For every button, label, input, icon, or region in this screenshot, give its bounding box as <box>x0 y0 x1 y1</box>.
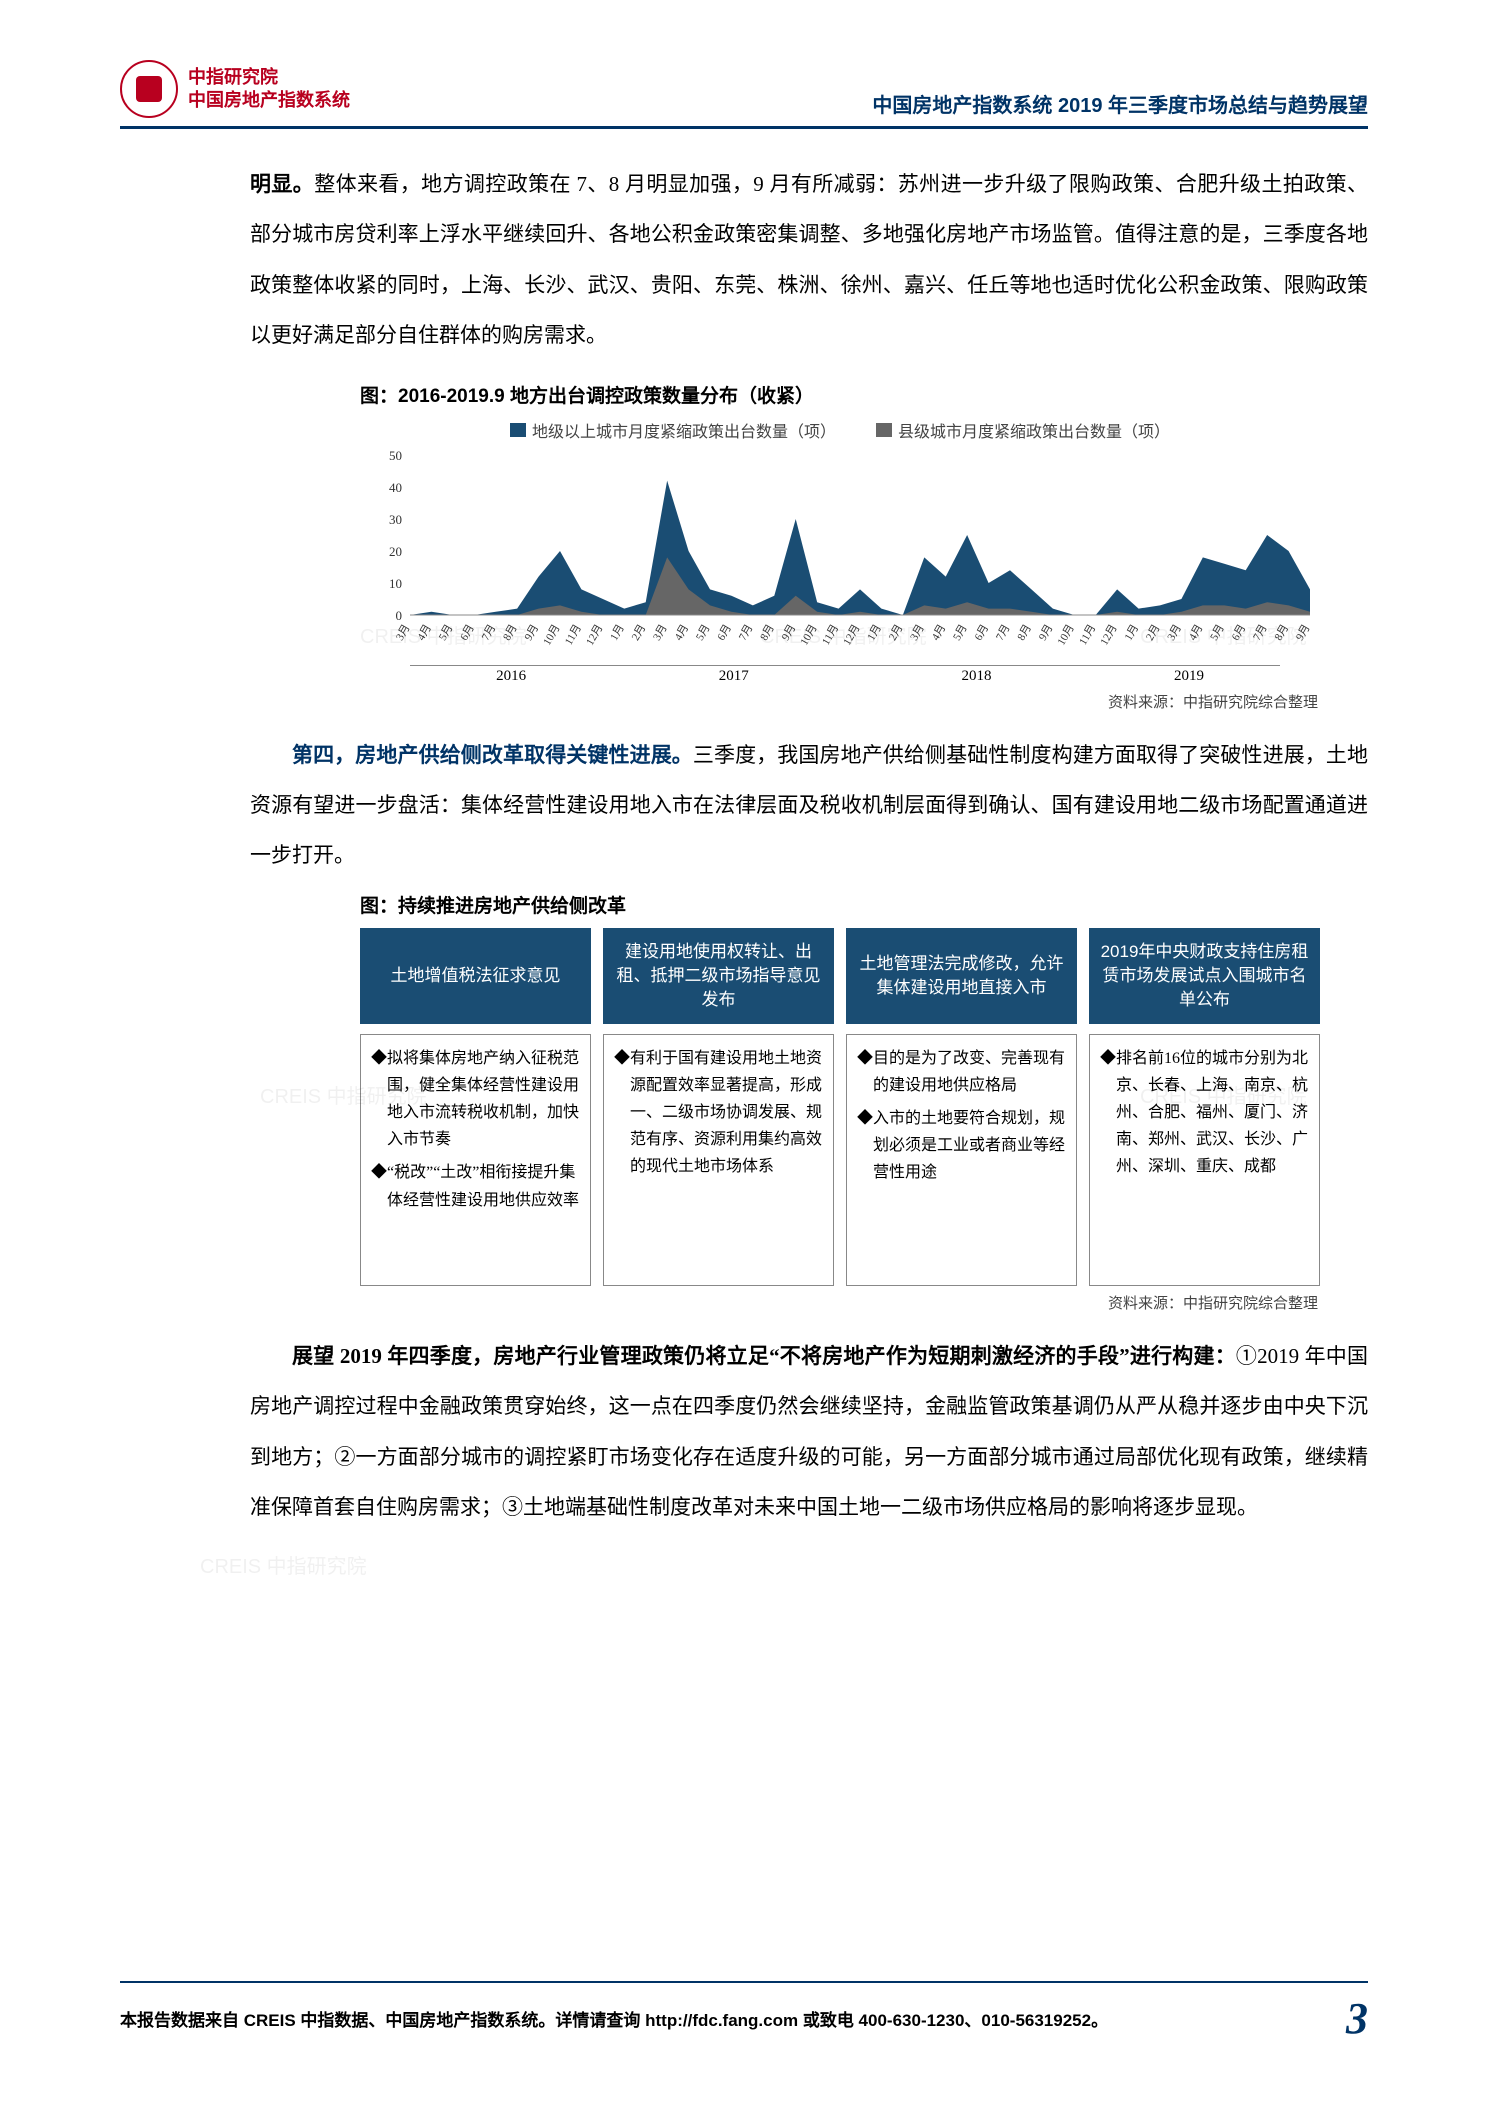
reform-box-body: ◆排名前16位的城市分别为北京、长春、上海、南京、杭州、合肥、福州、厦门、济南、… <box>1089 1034 1320 1286</box>
doc-title: 中国房地产指数系统 2019 年三季度市场总结与趋势展望 <box>872 89 1368 118</box>
svg-text:3月: 3月 <box>1165 622 1184 642</box>
svg-text:4月: 4月 <box>415 622 434 642</box>
svg-text:10月: 10月 <box>1055 622 1076 647</box>
svg-text:3月: 3月 <box>394 622 413 642</box>
svg-text:1月: 1月 <box>865 622 884 642</box>
svg-text:20: 20 <box>389 544 402 559</box>
chart1-title: 图：2016-2019.9 地方出台调控政策数量分布（收紧） <box>360 381 1368 408</box>
page-header: 中指研究院 中国房地产指数系统 中国房地产指数系统 2019 年三季度市场总结与… <box>120 60 1368 129</box>
svg-text:5月: 5月 <box>951 622 970 642</box>
chart1-year-labels: 2016201720182019 <box>410 665 1280 685</box>
watermark: CREIS 中指研究院 <box>200 1550 367 1579</box>
legend-swatch-2 <box>876 423 892 437</box>
svg-text:4月: 4月 <box>1187 622 1206 642</box>
svg-text:3月: 3月 <box>908 622 927 642</box>
svg-text:4月: 4月 <box>673 622 692 642</box>
svg-text:11月: 11月 <box>563 622 584 647</box>
svg-text:0: 0 <box>396 608 403 623</box>
svg-text:10: 10 <box>389 576 402 591</box>
svg-text:5月: 5月 <box>694 622 713 642</box>
legend-swatch-1 <box>510 423 526 437</box>
svg-text:12月: 12月 <box>1098 622 1119 647</box>
svg-text:11月: 11月 <box>1077 622 1098 647</box>
reform-box-head: 2019年中央财政支持住房租赁市场发展试点入围城市名单公布 <box>1089 928 1320 1024</box>
svg-text:8月: 8月 <box>501 622 520 642</box>
svg-text:6月: 6月 <box>715 622 734 642</box>
paragraph-1: 明显。整体来看，地方调控政策在 7、8 月明显加强，9 月有所减弱：苏州进一步升… <box>250 159 1368 361</box>
year-label: 2018 <box>855 665 1098 685</box>
svg-text:7月: 7月 <box>1251 622 1270 642</box>
table-source: 资料来源：中指研究院综合整理 <box>120 1292 1318 1313</box>
svg-text:6月: 6月 <box>458 622 477 642</box>
chart1: 地级以上城市月度紧缩政策出台数量（项） 县级城市月度紧缩政策出台数量（项） 0 1… <box>360 418 1320 685</box>
reform-box-body: ◆目的是为了改变、完善现有的建设用地供应格局◆入市的土地要符合规划，规划必须是工… <box>846 1034 1077 1286</box>
svg-text:2月: 2月 <box>630 622 649 642</box>
svg-text:5月: 5月 <box>1208 622 1227 642</box>
reform-boxes: 土地增值税法征求意见 ◆拟将集体房地产纳入征税范围，健全集体经营性建设用地入市流转… <box>360 928 1320 1286</box>
svg-text:50: 50 <box>389 450 402 463</box>
reform-box: 土地管理法完成修改，允许集体建设用地直接入市 ◆目的是为了改变、完善现有的建设用地… <box>846 928 1077 1286</box>
svg-text:9月: 9月 <box>1294 622 1313 642</box>
table-title: 图：持续推进房地产供给侧改革 <box>360 891 1368 918</box>
svg-text:8月: 8月 <box>1273 622 1292 642</box>
svg-text:7月: 7月 <box>994 622 1013 642</box>
year-label: 2016 <box>410 665 612 685</box>
svg-text:4月: 4月 <box>930 622 949 642</box>
svg-text:40: 40 <box>389 480 402 495</box>
svg-text:12月: 12月 <box>841 622 862 647</box>
chart1-source: 资料来源：中指研究院综合整理 <box>120 691 1318 712</box>
svg-text:7月: 7月 <box>737 622 756 642</box>
reform-box: 2019年中央财政支持住房租赁市场发展试点入围城市名单公布 ◆排名前16位的城市分… <box>1089 928 1320 1286</box>
reform-box-head: 建设用地使用权转让、出租、抵押二级市场指导意见发布 <box>603 928 834 1024</box>
paragraph-2: 第四，房地产供给侧改革取得关键性进展。三季度，我国房地产供给侧基础性制度构建方面… <box>250 730 1368 881</box>
chart1-legend: 地级以上城市月度紧缩政策出台数量（项） 县级城市月度紧缩政策出台数量（项） <box>360 418 1320 442</box>
svg-text:6月: 6月 <box>1230 622 1249 642</box>
year-label: 2019 <box>1098 665 1280 685</box>
svg-text:11月: 11月 <box>820 622 841 647</box>
reform-box-head: 土地增值税法征求意见 <box>360 928 591 1024</box>
svg-text:6月: 6月 <box>973 622 992 642</box>
page-footer: 本报告数据来自 CREIS 中指数据、中国房地产指数系统。详情请查询 http:… <box>120 1981 1368 2044</box>
reform-box-head: 土地管理法完成修改，允许集体建设用地直接入市 <box>846 928 1077 1024</box>
reform-box: 土地增值税法征求意见 ◆拟将集体房地产纳入征税范围，健全集体经营性建设用地入市流转… <box>360 928 591 1286</box>
reform-box-body: ◆拟将集体房地产纳入征税范围，健全集体经营性建设用地入市流转税收机制，加快入市节… <box>360 1034 591 1286</box>
svg-text:2月: 2月 <box>1144 622 1163 642</box>
svg-text:8月: 8月 <box>1015 622 1034 642</box>
reform-box-body: ◆有利于国有建设用地土地资源配置效率显著提高，形成一、二级市场协调发展、规范有序… <box>603 1034 834 1286</box>
svg-text:9月: 9月 <box>523 622 542 642</box>
year-label: 2017 <box>612 665 855 685</box>
org-name: 中指研究院 中国房地产指数系统 <box>188 66 350 113</box>
svg-text:2月: 2月 <box>887 622 906 642</box>
svg-text:1月: 1月 <box>1123 622 1142 642</box>
svg-text:10月: 10月 <box>541 622 562 647</box>
svg-text:30: 30 <box>389 512 402 527</box>
svg-text:9月: 9月 <box>1037 622 1056 642</box>
svg-text:10月: 10月 <box>798 622 819 647</box>
svg-text:9月: 9月 <box>780 622 799 642</box>
paragraph-3: 展望 2019 年四季度，房地产行业管理政策仍将立足“不将房地产作为短期刺激经济… <box>250 1331 1368 1533</box>
logo-block: 中指研究院 中国房地产指数系统 <box>120 60 350 118</box>
svg-text:3月: 3月 <box>651 622 670 642</box>
svg-text:7月: 7月 <box>480 622 499 642</box>
logo-icon <box>120 60 178 118</box>
chart1-svg: 010203040503月4月5月6月7月8月9月10月11月12月1月2月3月… <box>360 450 1320 660</box>
reform-box: 建设用地使用权转让、出租、抵押二级市场指导意见发布 ◆有利于国有建设用地土地资源配… <box>603 928 834 1286</box>
footer-text: 本报告数据来自 CREIS 中指数据、中国房地产指数系统。详情请查询 http:… <box>120 2006 1108 2031</box>
svg-text:12月: 12月 <box>584 622 605 647</box>
page-number: 3 <box>1346 1993 1368 2044</box>
svg-text:8月: 8月 <box>758 622 777 642</box>
svg-text:5月: 5月 <box>437 622 456 642</box>
svg-text:1月: 1月 <box>608 622 627 642</box>
